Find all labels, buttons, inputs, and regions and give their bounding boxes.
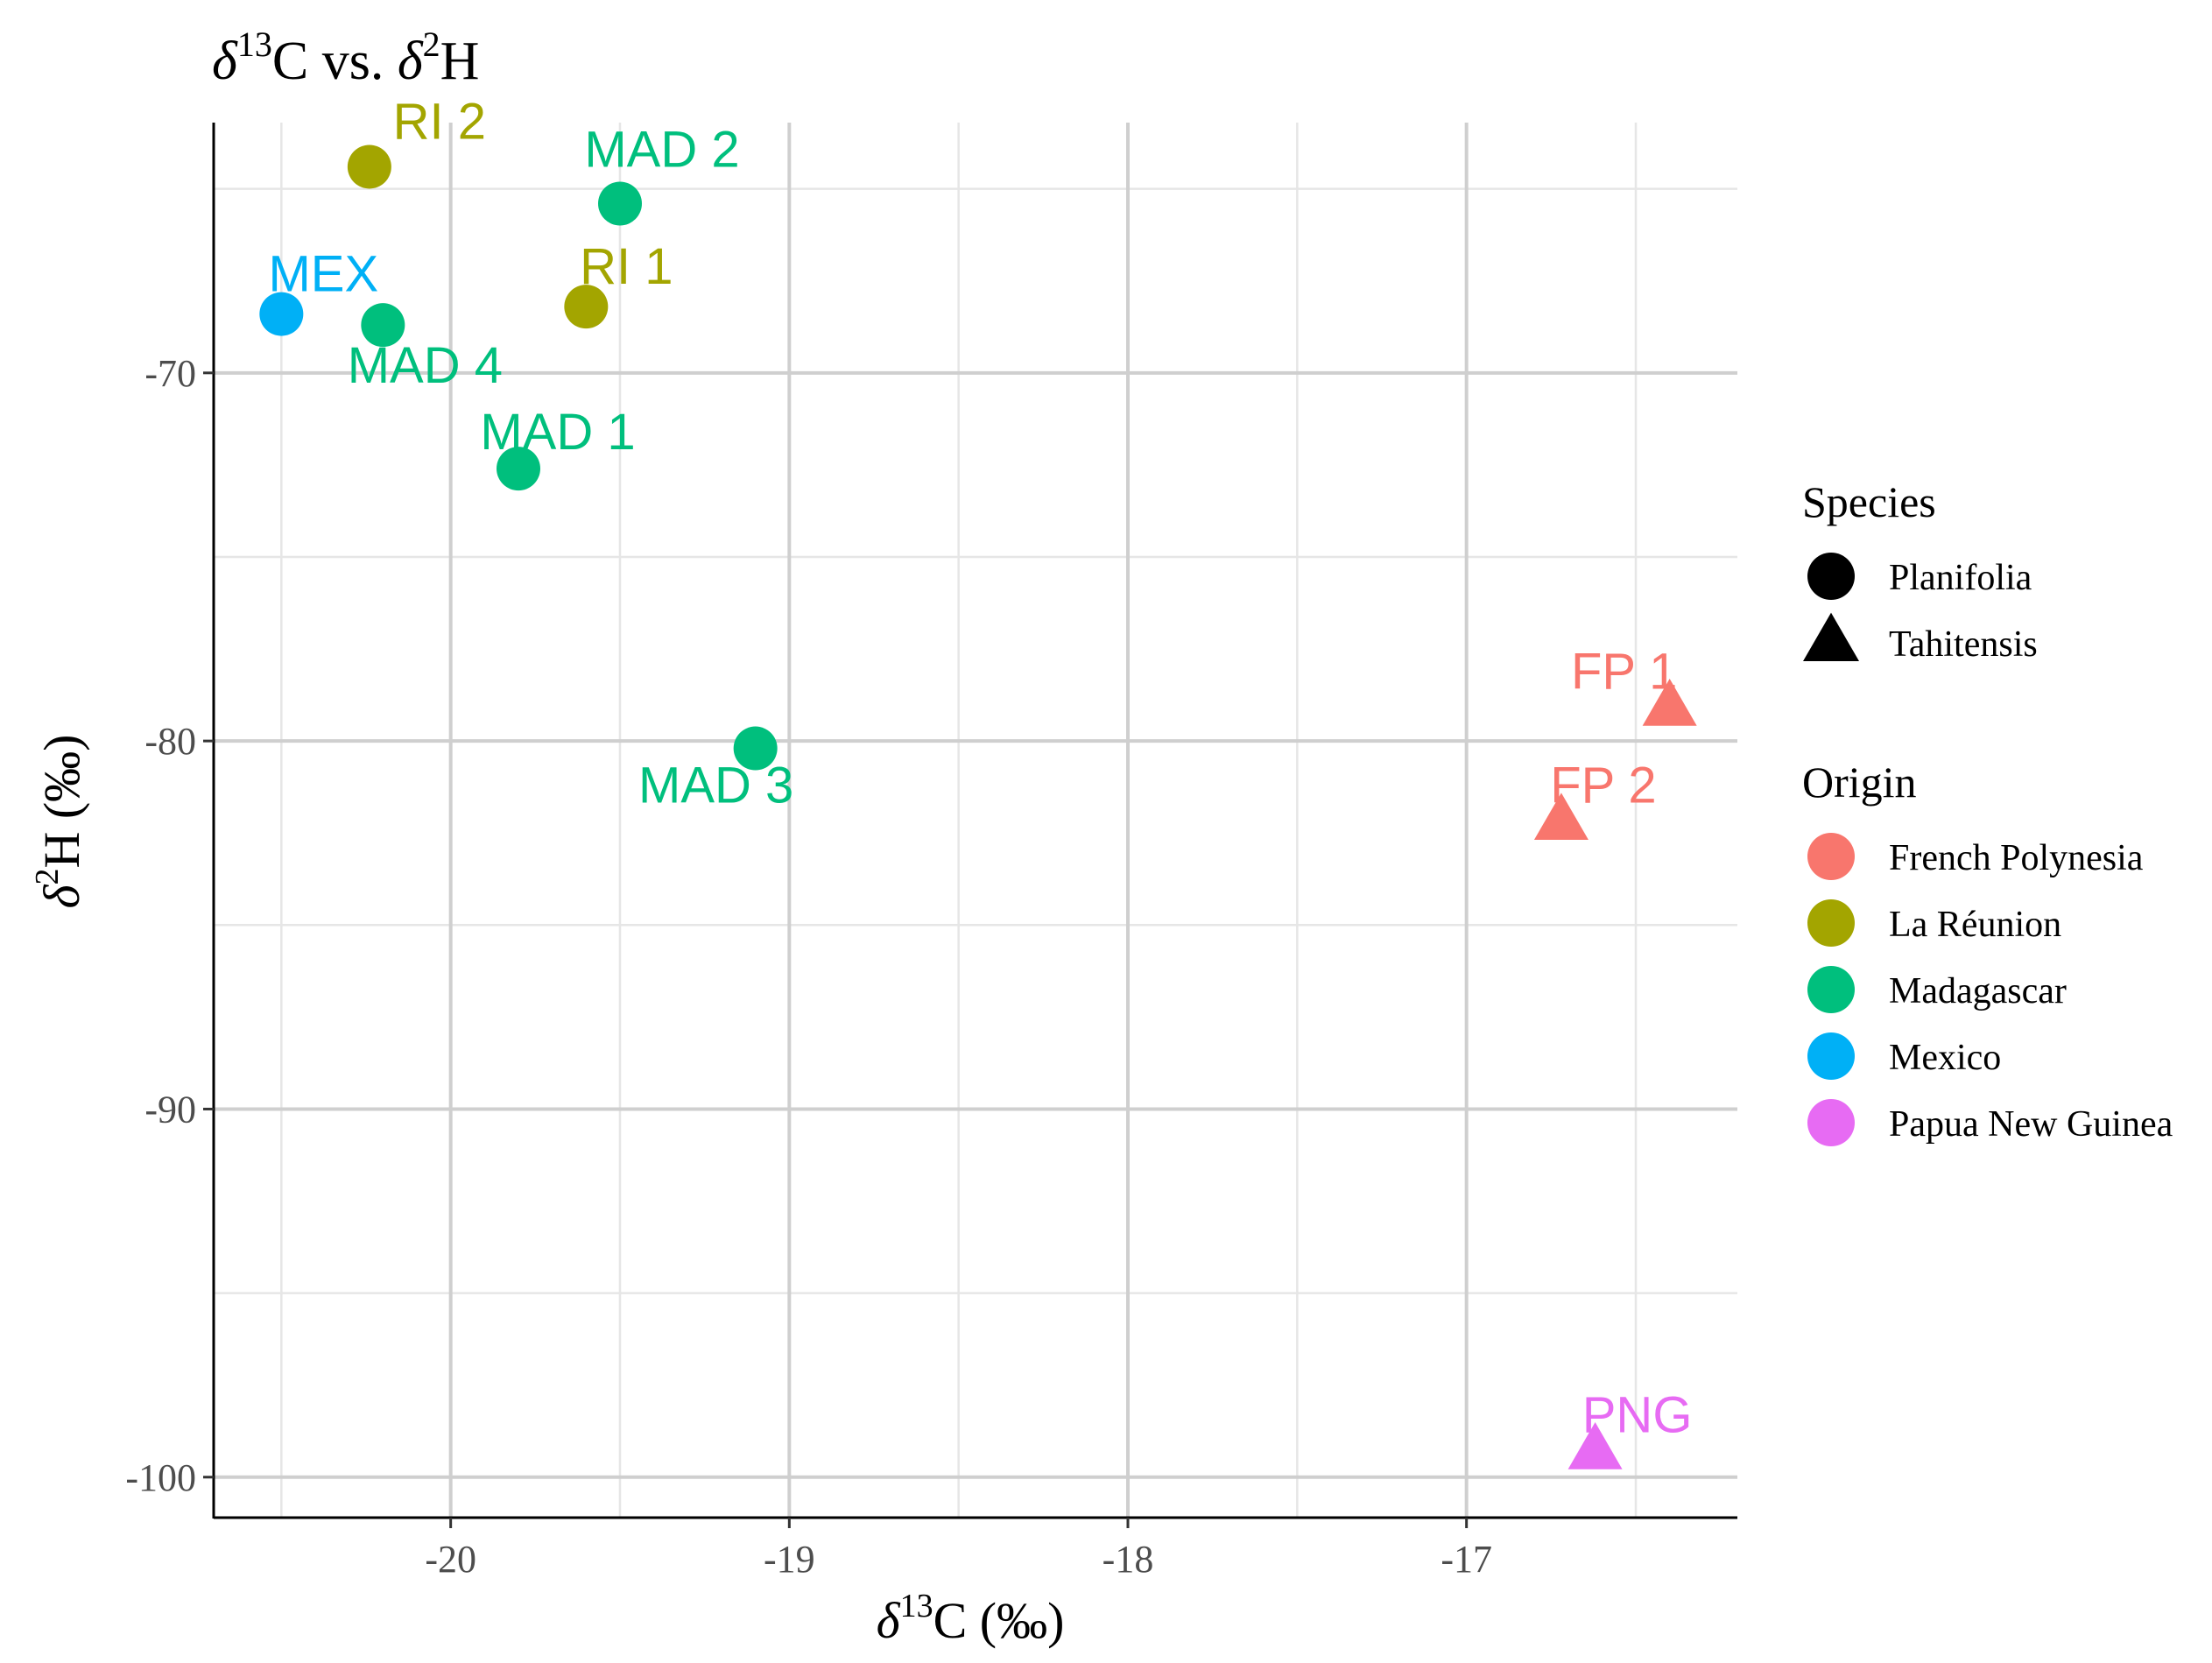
- point-mad-1: [497, 447, 540, 491]
- y-tick-label: -70: [144, 352, 196, 395]
- label-mad-1: MAD 1: [480, 404, 635, 461]
- legend-origins: French Polynesia La Réunion Madagascar Mexi…: [1807, 833, 2173, 1146]
- chart-title: δ13C vs. δ2H: [212, 25, 479, 91]
- point-ri-1: [564, 285, 609, 329]
- legend-species-label: Planifolia: [1889, 558, 2032, 598]
- axes: [212, 123, 1737, 1519]
- legend-origin-swatch: [1807, 833, 1855, 880]
- legend-origin-swatch: [1807, 899, 1855, 947]
- label-fp-1: FP 1: [1571, 643, 1677, 700]
- legend-origin-swatch: [1807, 1032, 1855, 1080]
- legend-triangle-icon: [1803, 612, 1859, 662]
- point-mad-4: [361, 303, 405, 348]
- label-fp-2: FP 2: [1550, 758, 1656, 814]
- legend-origin-label: Madagascar: [1889, 971, 2067, 1011]
- point-labels: RI 2 MAD 2 RI 1 MEX MAD 4 MAD 1 MAD 3 FP 1 FP 2 P…: [268, 93, 1692, 1443]
- label-mad-3: MAD 3: [638, 758, 793, 814]
- point-ri-2: [347, 144, 391, 189]
- label-ri-2: RI 2: [393, 93, 486, 150]
- x-axis-title: δ13C (‰): [877, 1588, 1065, 1649]
- label-mad-4: MAD 4: [348, 337, 503, 394]
- label-png: PNG: [1582, 1386, 1693, 1443]
- tick-labels: -20 -19 -18 -17 -100 -90 -80 -70: [125, 352, 1492, 1581]
- legend-origin-label: La Réunion: [1889, 905, 2061, 945]
- x-tick-label: -18: [1102, 1538, 1154, 1581]
- label-mad-2: MAD 2: [584, 121, 739, 178]
- legend-origin-swatch: [1807, 1099, 1855, 1146]
- point-png: [1567, 1422, 1623, 1469]
- legend-circle-icon: [1807, 553, 1855, 600]
- legend-origin-title: Origin: [1802, 758, 1917, 807]
- legend-species: Planifolia Tahitensis: [1803, 553, 2038, 665]
- grid-layer: [214, 123, 1737, 1518]
- y-tick-label: -80: [144, 720, 196, 763]
- legend-origin-swatch: [1807, 966, 1855, 1013]
- point-fp-2: [1533, 793, 1589, 841]
- point-mex: [259, 292, 304, 336]
- x-tick-label: -20: [425, 1538, 476, 1581]
- x-tick-label: -17: [1441, 1538, 1492, 1581]
- y-axis-title: δ2H (‰): [29, 735, 90, 909]
- point-fp-1: [1642, 679, 1697, 726]
- legend-species-title: Species: [1802, 477, 1936, 526]
- legend-origin-label: Papua New Guinea: [1889, 1104, 2173, 1145]
- point-mad-2: [598, 181, 642, 226]
- data-points: [259, 144, 1697, 1469]
- label-ri-1: RI 1: [580, 238, 673, 295]
- legend: Species Planifolia Tahitensis Origin Fren…: [1802, 477, 2173, 1146]
- label-mex: MEX: [268, 246, 378, 303]
- legend-origin-label: French Polynesia: [1889, 838, 2144, 878]
- legend-species-label: Tahitensis: [1889, 624, 2038, 665]
- y-tick-label: -100: [125, 1456, 196, 1499]
- y-tick-label: -90: [144, 1088, 196, 1131]
- legend-origin-label: Mexico: [1889, 1038, 2001, 1078]
- point-mad-3: [733, 726, 778, 771]
- x-tick-label: -19: [764, 1538, 815, 1581]
